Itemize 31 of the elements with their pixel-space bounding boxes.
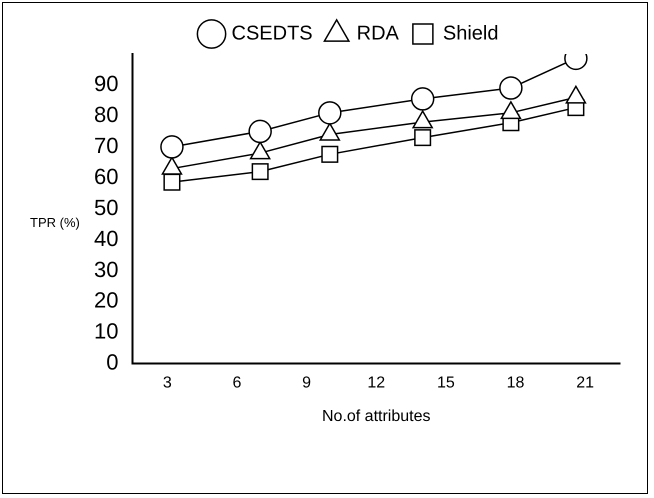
x-tick-label: 21 — [576, 374, 594, 392]
y-tick-label: 80 — [94, 102, 118, 127]
point — [321, 146, 338, 163]
y-axis-title: TPR (%) — [30, 214, 80, 232]
point — [410, 87, 434, 111]
legend-label: CSEDTS — [232, 22, 313, 45]
y-tick-label: 20 — [94, 288, 118, 313]
y-tick-label: 70 — [94, 132, 118, 158]
y-tick-label: 90 — [94, 71, 118, 96]
legend-label: Shield — [442, 22, 498, 45]
x-tick-label: 15 — [436, 374, 455, 392]
point — [252, 163, 269, 180]
x-tick-label: 12 — [367, 374, 386, 392]
y-tick-label: 10 — [94, 318, 118, 344]
point — [163, 174, 180, 191]
x-tick-label: 18 — [506, 374, 525, 392]
x-tick-label: 9 — [302, 374, 312, 392]
point — [414, 129, 432, 146]
y-tick-label: 0 — [106, 350, 118, 375]
x-axis-title: No.of attributes — [322, 408, 430, 425]
y-tick-label: 40 — [94, 226, 118, 251]
y-tick-label: 60 — [94, 164, 118, 189]
point — [318, 101, 342, 125]
y-tick-label: 50 — [94, 194, 118, 220]
point — [499, 76, 523, 100]
point — [248, 120, 272, 144]
legend-label: RDA — [356, 22, 400, 45]
x-tick-label: 3 — [162, 374, 172, 392]
point — [160, 135, 184, 159]
y-tick-label: 30 — [94, 256, 118, 282]
x-tick-label: 6 — [232, 374, 242, 392]
